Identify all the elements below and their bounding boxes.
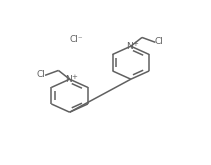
Text: N: N: [126, 42, 133, 51]
Text: Cl: Cl: [37, 70, 46, 79]
Text: +: +: [133, 41, 138, 47]
Text: +: +: [71, 74, 77, 80]
Text: N: N: [65, 75, 72, 84]
Text: Cl⁻: Cl⁻: [69, 35, 83, 44]
Text: Cl: Cl: [155, 37, 164, 46]
